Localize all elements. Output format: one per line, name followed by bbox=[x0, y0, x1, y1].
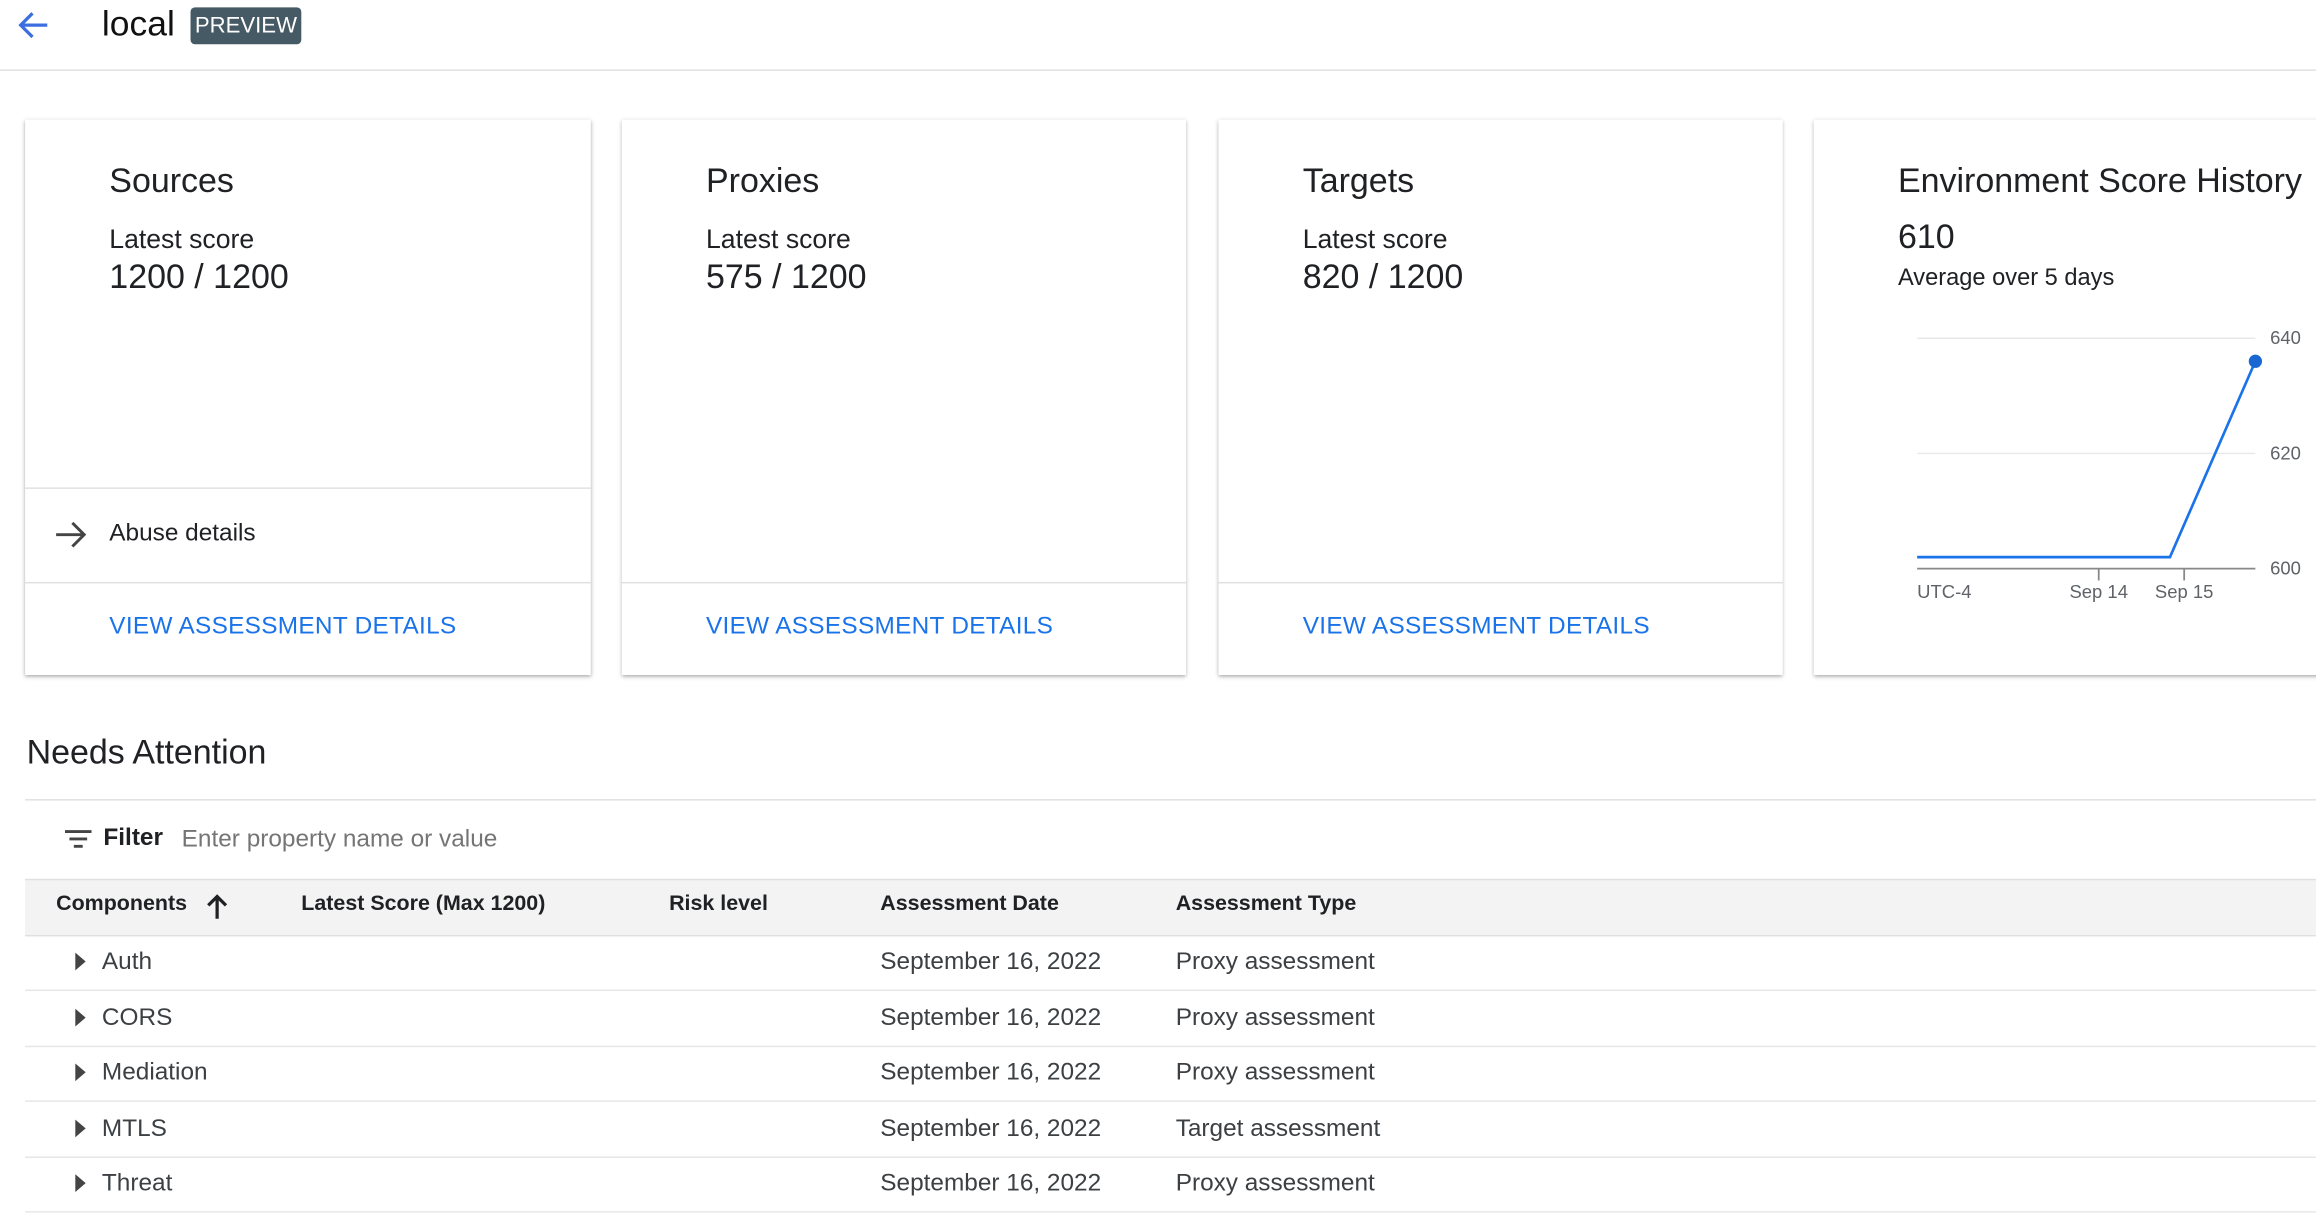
date-cell: September 16, 2022 bbox=[880, 1003, 1102, 1031]
score-value: 1200 / 1200 bbox=[109, 256, 289, 296]
y-tick-label: 600 bbox=[2270, 558, 2301, 579]
table-row[interactable]: CORS September 16, 2022 Proxy assessment bbox=[25, 990, 2316, 1047]
x-tick-label: Sep 15 bbox=[2155, 581, 2214, 602]
filter-bar[interactable]: Filter bbox=[25, 801, 2316, 879]
expand-caret-icon[interactable] bbox=[75, 1174, 86, 1192]
view-assessment-details-link[interactable]: VIEW ASSESSMENT DETAILS bbox=[706, 612, 1054, 640]
view-assessment-details-link[interactable]: VIEW ASSESSMENT DETAILS bbox=[109, 612, 457, 640]
latest-point bbox=[2248, 354, 2263, 368]
preview-badge: PREVIEW bbox=[190, 7, 302, 45]
column-header-components[interactable]: Components bbox=[56, 892, 188, 916]
history-title: Environment Score History bbox=[1897, 160, 2302, 200]
divider bbox=[25, 799, 2316, 801]
column-header-latest-score[interactable]: Latest Score (Max 1200) bbox=[301, 892, 546, 916]
table-row[interactable]: Mediation September 16, 2022 Proxy assessm… bbox=[25, 1046, 2316, 1102]
arrow-right-icon bbox=[56, 521, 87, 548]
type-cell: Proxy assessment bbox=[1175, 948, 1375, 975]
expand-caret-icon[interactable] bbox=[75, 1008, 86, 1026]
score-label: Latest score bbox=[109, 224, 255, 255]
score-line bbox=[1917, 360, 2257, 559]
x-tick-label: Sep 14 bbox=[2069, 581, 2128, 602]
type-cell: Proxy assessment bbox=[1175, 1059, 1375, 1086]
score-label: Latest score bbox=[1302, 224, 1448, 255]
component-cell: Threat bbox=[101, 1169, 173, 1197]
component-cell: Auth bbox=[101, 948, 153, 975]
card-title: Targets bbox=[1302, 160, 1415, 200]
divider bbox=[621, 581, 1187, 584]
targets-card: Targets Latest score 820 / 1200 VIEW ASS… bbox=[1218, 119, 1783, 675]
timezone-label: UTC-4 bbox=[1917, 581, 1971, 602]
date-cell: September 16, 2022 bbox=[880, 1114, 1102, 1141]
score-value: 575 / 1200 bbox=[706, 256, 867, 296]
column-header-assessment-type[interactable]: Assessment Type bbox=[1175, 892, 1357, 916]
table-row[interactable]: Threat September 16, 2022 Proxy assessment bbox=[25, 1156, 2316, 1213]
date-cell: September 16, 2022 bbox=[880, 1059, 1102, 1086]
filter-input[interactable] bbox=[178, 818, 1367, 860]
sort-ascending-icon[interactable] bbox=[207, 894, 228, 921]
date-cell: September 16, 2022 bbox=[880, 948, 1102, 975]
y-tick-label: 620 bbox=[2270, 442, 2301, 463]
score-value: 820 / 1200 bbox=[1302, 256, 1464, 296]
type-cell: Proxy assessment bbox=[1175, 1003, 1375, 1031]
card-title: Sources bbox=[109, 160, 234, 200]
table-row[interactable]: MTLS September 16, 2022 Target assessment bbox=[25, 1101, 2316, 1158]
history-subtitle: Average over 5 days bbox=[1897, 265, 2115, 291]
expand-caret-icon[interactable] bbox=[75, 952, 86, 971]
component-cell: CORS bbox=[101, 1003, 173, 1031]
filter-icon bbox=[64, 830, 92, 848]
divider bbox=[1218, 581, 1783, 584]
card-title: Proxies bbox=[706, 160, 820, 200]
component-cell: Mediation bbox=[101, 1059, 208, 1086]
filter-label: Filter bbox=[103, 824, 163, 851]
component-cell: MTLS bbox=[101, 1114, 167, 1141]
column-header-risk-level[interactable]: Risk level bbox=[669, 892, 768, 916]
type-cell: Proxy assessment bbox=[1175, 1169, 1375, 1197]
abuse-details-link[interactable]: Abuse details bbox=[25, 489, 591, 581]
column-header-assessment-date[interactable]: Assessment Date bbox=[880, 892, 1059, 916]
score-history-chart: 600 620 640 UTC-4 Sep 14 Sep 15 bbox=[1917, 327, 2301, 602]
table-row[interactable]: Auth September 16, 2022 Proxy assessment bbox=[25, 935, 2316, 992]
proxies-card: Proxies Latest score 575 / 1200 VIEW ASS… bbox=[621, 119, 1187, 675]
history-average-value: 610 bbox=[1897, 217, 1955, 256]
section-title: Needs Attention bbox=[26, 732, 267, 771]
back-arrow-icon[interactable] bbox=[16, 9, 51, 41]
page-title: local bbox=[101, 4, 175, 45]
view-assessment-details-link[interactable]: VIEW ASSESSMENT DETAILS bbox=[1302, 612, 1650, 640]
type-cell: Target assessment bbox=[1175, 1114, 1381, 1141]
y-tick-label: 640 bbox=[2270, 327, 2301, 348]
abuse-details-label: Abuse details bbox=[109, 519, 256, 547]
expand-caret-icon[interactable] bbox=[75, 1118, 86, 1137]
date-cell: September 16, 2022 bbox=[880, 1169, 1102, 1197]
divider bbox=[25, 487, 591, 489]
table-header bbox=[25, 878, 2316, 937]
sources-card: Sources Latest score 1200 / 1200 Abuse d… bbox=[25, 119, 591, 675]
page-header: local PREVIEW bbox=[0, 0, 2316, 71]
score-label: Latest score bbox=[706, 224, 851, 255]
expand-caret-icon[interactable] bbox=[75, 1063, 86, 1082]
score-history-card: Environment Score History 610 Average ov… bbox=[1813, 119, 2316, 675]
divider bbox=[25, 581, 591, 584]
